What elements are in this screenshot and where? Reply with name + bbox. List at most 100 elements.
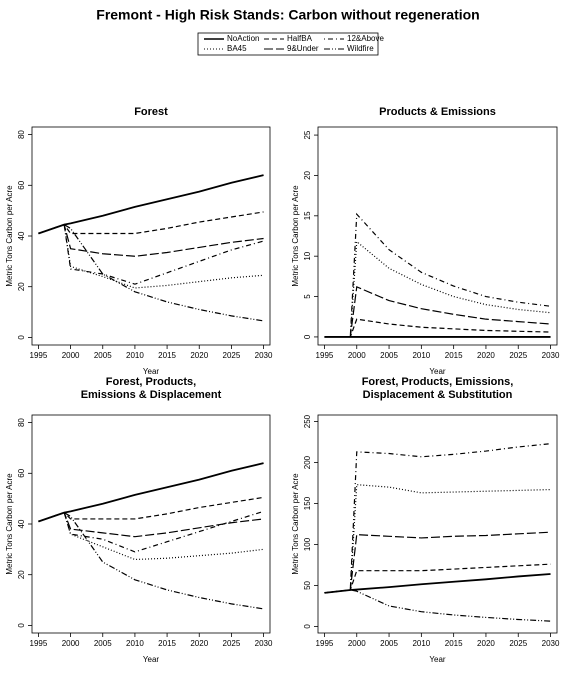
- x-tick-label: 1995: [30, 639, 48, 648]
- y-tick-label: 200: [303, 455, 312, 469]
- panel-title: Products & Emissions: [379, 106, 496, 118]
- y-tick-label: 0: [303, 624, 312, 629]
- x-tick-label: 2005: [94, 639, 112, 648]
- series-line: [324, 563, 551, 594]
- x-tick-label: 2005: [380, 351, 398, 360]
- series-line: [38, 496, 264, 523]
- x-tick-label: 2000: [348, 639, 366, 648]
- series-line: [324, 212, 551, 338]
- series-line: [38, 223, 264, 285]
- x-tick-label: 1995: [30, 351, 48, 360]
- x-tick-label: 2015: [158, 351, 176, 360]
- y-tick-label: 80: [17, 130, 26, 139]
- legend-label: 9&Under: [287, 44, 319, 53]
- y-tick-label: 60: [17, 180, 26, 189]
- panel-title: Emissions & Displacement: [81, 389, 222, 401]
- series-line: [38, 174, 264, 235]
- series-line: [38, 511, 264, 610]
- y-tick-label: 25: [303, 130, 312, 139]
- y-tick-label: 20: [17, 570, 26, 579]
- legend-box: [197, 32, 379, 56]
- y-tick-label: 15: [303, 211, 312, 220]
- series-line: [324, 589, 551, 622]
- x-tick-label: 2030: [255, 639, 273, 648]
- series-line: [324, 286, 551, 338]
- series-line: [324, 240, 551, 338]
- x-tick-label: 1995: [316, 351, 334, 360]
- y-tick-label: 40: [17, 231, 26, 240]
- series-line: [38, 462, 264, 523]
- y-tick-label: 250: [303, 414, 312, 428]
- panel-title: Forest: [134, 106, 168, 118]
- x-tick-label: 2030: [542, 351, 560, 360]
- x-tick-label: 2010: [126, 639, 144, 648]
- y-axis-label: Metric Tons Carbon per Acre: [291, 185, 300, 287]
- series-line: [324, 318, 551, 338]
- plot-frame: [317, 126, 558, 346]
- x-tick-label: 2010: [412, 639, 430, 648]
- series-line: [38, 223, 264, 257]
- x-tick-label: 2025: [223, 351, 241, 360]
- series-line: [38, 511, 264, 538]
- legend-label: BA45: [227, 44, 247, 53]
- y-tick-label: 40: [17, 519, 26, 528]
- x-tick-label: 2020: [190, 639, 208, 648]
- x-tick-label: 2025: [223, 639, 241, 648]
- x-tick-label: 2015: [445, 351, 463, 360]
- legend-label: NoAction: [227, 34, 259, 43]
- x-axis-label: Year: [143, 367, 160, 376]
- figure-title: Fremont - High Risk Stands: Carbon witho…: [96, 7, 479, 23]
- series-line: [38, 510, 264, 553]
- y-tick-label: 100: [303, 537, 312, 551]
- y-tick-label: 80: [17, 418, 26, 427]
- x-tick-label: 2030: [255, 351, 273, 360]
- x-tick-label: 2010: [412, 351, 430, 360]
- x-tick-label: 2030: [542, 639, 560, 648]
- y-axis-label: Metric Tons Carbon per Acre: [5, 473, 14, 575]
- y-tick-label: 0: [303, 334, 312, 339]
- x-tick-label: 2020: [477, 639, 495, 648]
- x-tick-label: 2005: [380, 639, 398, 648]
- x-axis-label: Year: [429, 655, 446, 664]
- y-tick-label: 0: [17, 623, 26, 628]
- legend-label: 12&Above: [347, 34, 384, 43]
- series-line: [324, 531, 551, 594]
- legend-label: Wildfire: [347, 44, 374, 53]
- series-line: [38, 511, 264, 561]
- plot-frame: [317, 414, 558, 634]
- series-line: [324, 484, 551, 594]
- x-tick-label: 2015: [158, 639, 176, 648]
- x-tick-label: 2000: [62, 351, 80, 360]
- series-line: [324, 573, 551, 594]
- y-tick-label: 5: [303, 294, 312, 299]
- x-tick-label: 2020: [190, 351, 208, 360]
- series-line: [38, 223, 264, 322]
- panel-title: Displacement & Substitution: [363, 389, 513, 401]
- legend-label: HalfBA: [287, 34, 313, 43]
- y-tick-label: 20: [17, 282, 26, 291]
- y-tick-label: 60: [17, 468, 26, 477]
- x-tick-label: 2005: [94, 351, 112, 360]
- y-tick-label: 20: [303, 170, 312, 179]
- panel-title: Forest, Products, Emissions,: [362, 376, 514, 388]
- y-tick-label: 0: [17, 335, 26, 340]
- x-tick-label: 2015: [445, 639, 463, 648]
- x-tick-label: 2025: [509, 351, 527, 360]
- x-tick-label: 2025: [509, 639, 527, 648]
- panel-title: Forest, Products,: [106, 376, 196, 388]
- x-tick-label: 2000: [62, 639, 80, 648]
- x-tick-label: 2000: [348, 351, 366, 360]
- y-tick-label: 50: [303, 580, 312, 589]
- series-line: [324, 443, 551, 594]
- x-tick-label: 1995: [316, 639, 334, 648]
- y-axis-label: Metric Tons Carbon per Acre: [291, 473, 300, 575]
- x-axis-label: Year: [429, 367, 446, 376]
- x-tick-label: 2020: [477, 351, 495, 360]
- y-axis-label: Metric Tons Carbon per Acre: [5, 185, 14, 287]
- y-tick-label: 10: [303, 251, 312, 260]
- x-tick-label: 2010: [126, 351, 144, 360]
- x-axis-label: Year: [143, 655, 160, 664]
- series-line: [38, 223, 264, 289]
- y-tick-label: 150: [303, 496, 312, 510]
